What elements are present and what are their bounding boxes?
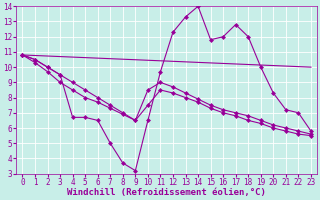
X-axis label: Windchill (Refroidissement éolien,°C): Windchill (Refroidissement éolien,°C) [67,188,266,197]
